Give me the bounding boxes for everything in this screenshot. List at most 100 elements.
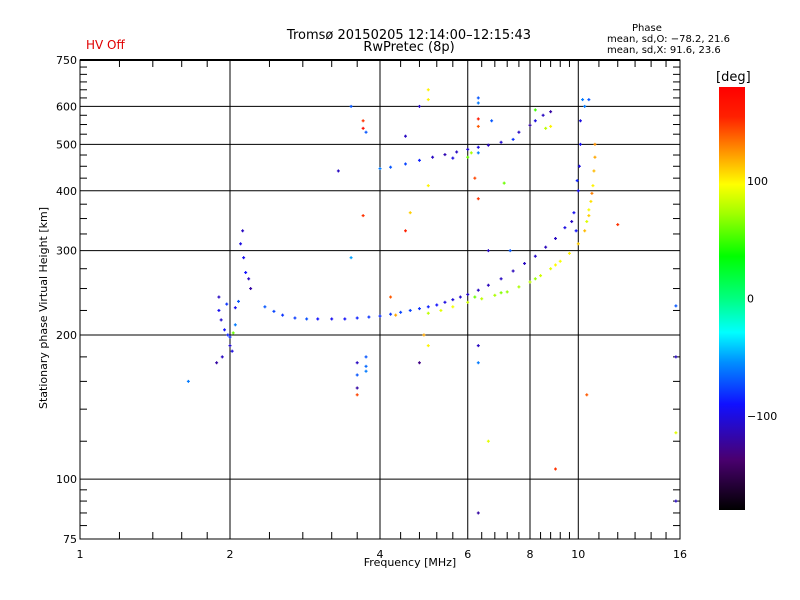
data-point [186, 379, 190, 383]
data-point [502, 181, 506, 185]
data-point [476, 124, 480, 128]
data-point [511, 137, 515, 141]
data-point [466, 155, 470, 159]
data-point [455, 150, 459, 154]
data-point [355, 361, 359, 365]
data-point [422, 333, 426, 337]
data-point [226, 333, 230, 337]
data-point [355, 316, 359, 320]
data-point [575, 179, 579, 183]
data-point [587, 98, 591, 102]
data-point [528, 280, 532, 284]
data-point [517, 130, 521, 134]
data-point [458, 295, 462, 299]
colorbar [719, 87, 745, 510]
colorbar-label: [deg] [716, 70, 751, 85]
data-point [399, 310, 403, 314]
data-point [469, 151, 473, 155]
data-point [591, 184, 595, 188]
data-point [499, 277, 503, 281]
data-point [378, 314, 382, 318]
x-axis-label: Frequency [MHz] [363, 556, 457, 569]
y-tick-label: 400 [56, 185, 77, 198]
data-point [476, 145, 480, 149]
phase-title: Phase [632, 23, 662, 34]
axis-ticks [80, 60, 680, 539]
data-point [553, 236, 557, 240]
data-point [590, 191, 594, 195]
data-point [574, 229, 578, 233]
colorbar-tick-label: −100 [747, 410, 777, 423]
data-point [674, 431, 678, 435]
data-point [473, 176, 477, 180]
data-point [493, 293, 497, 297]
data-point [583, 229, 587, 233]
data-point [585, 220, 589, 224]
data-point [476, 344, 480, 348]
x-tick-label: 6 [464, 548, 471, 561]
data-point [403, 134, 407, 138]
data-point [593, 155, 597, 159]
data-point [426, 98, 430, 102]
data-point [408, 308, 412, 312]
hv-status: HV Off [86, 38, 125, 52]
data-point [361, 214, 365, 218]
data-point [476, 288, 480, 292]
data-point [336, 169, 340, 173]
data-point [578, 119, 582, 123]
data-point [417, 158, 421, 162]
data-point [431, 155, 435, 159]
data-point [451, 298, 455, 302]
data-point [572, 211, 576, 215]
data-point [476, 197, 480, 201]
colorbar-tick-label: 100 [747, 175, 768, 188]
data-point [217, 308, 221, 312]
data-point [364, 130, 368, 134]
data-point [544, 126, 548, 130]
data-point [426, 184, 430, 188]
data-point [426, 311, 430, 315]
data-point [417, 361, 421, 365]
x-tick-label: 4 [377, 548, 384, 561]
data-point [587, 214, 591, 218]
x-tick-label: 8 [527, 548, 534, 561]
data-point [476, 151, 480, 155]
data-point [549, 267, 553, 271]
data-point [674, 355, 678, 359]
colorbar-tick-label: 0 [747, 293, 754, 306]
data-point [364, 369, 368, 373]
data-point [417, 307, 421, 311]
data-point [293, 316, 297, 320]
data-point [236, 299, 240, 303]
data-point [408, 211, 412, 215]
data-point [389, 295, 393, 299]
data-point [577, 164, 581, 168]
data-point [217, 295, 221, 299]
data-point [219, 318, 223, 322]
tick-labels: 1 2 4 6 8 10 16 75 100 200 300 400 500 600 750 [56, 54, 687, 561]
data-point [272, 309, 276, 313]
data-point [517, 285, 521, 289]
data-point [367, 315, 371, 319]
data-point [426, 305, 430, 309]
data-point [486, 249, 490, 253]
data-point [576, 242, 580, 246]
data-point [426, 88, 430, 92]
data-point [578, 142, 582, 146]
data-point [220, 355, 224, 359]
data-point [563, 226, 567, 230]
data-point [476, 511, 480, 515]
data-point [528, 123, 532, 127]
data-point [533, 119, 537, 123]
data-point [451, 156, 455, 160]
data-point [403, 229, 407, 233]
data-point [231, 331, 235, 335]
data-point [361, 126, 365, 130]
data-point [389, 165, 393, 169]
data-point [355, 393, 359, 397]
data-point [443, 153, 447, 157]
y-tick-label: 300 [56, 245, 77, 258]
data-point [544, 245, 548, 249]
y-tick-label: 200 [56, 329, 77, 342]
